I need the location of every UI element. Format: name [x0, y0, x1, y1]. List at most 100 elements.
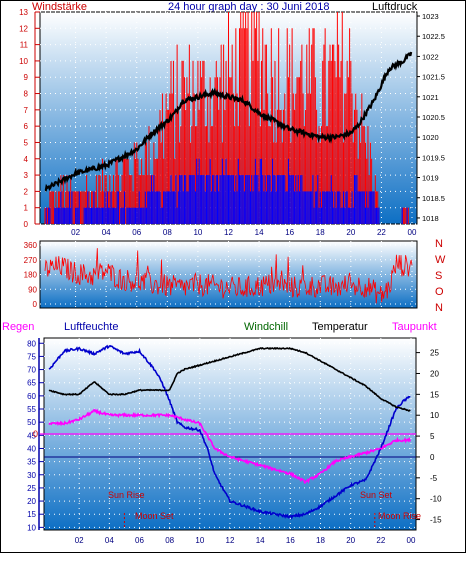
- temp-tick-label: 15: [430, 390, 439, 399]
- time-tick-label: 04: [105, 536, 114, 545]
- wind-tick-label: 7: [24, 106, 29, 115]
- wind-tick-label: 1: [24, 204, 29, 213]
- temp-tick-label: -10: [430, 495, 442, 504]
- temperatur-label: Temperatur: [312, 321, 368, 333]
- time-tick-label: 06: [132, 228, 141, 237]
- humidity-tick-label: 15: [27, 510, 36, 519]
- regen-zero-label: 0: [33, 429, 38, 439]
- humidity-yaxis: 10 15 20 25 30 35 40 45 50 55 60 65 70 75 80: [27, 338, 44, 532]
- humidity-tick-label: 30: [27, 471, 36, 480]
- wind-tick-label: 6: [24, 122, 29, 131]
- wind-tick-label: 3: [24, 171, 29, 180]
- astro-annotations: Sun Rise Moon Set Sun Set Moon Rise 0: [33, 429, 421, 527]
- pressure-tick-label: 1018.5: [422, 194, 445, 203]
- panel3-xaxis: 02 04 06 08 10 12 14 16 18 20 22 00: [75, 536, 416, 545]
- temp-tick-label: 5: [430, 432, 435, 441]
- time-tick-label: 22: [377, 228, 386, 237]
- time-tick-label: 20: [346, 228, 355, 237]
- humidity-tick-label: 35: [27, 458, 36, 467]
- pressure-tick-label: 1019: [422, 174, 439, 183]
- time-tick-label: 14: [256, 536, 265, 545]
- humidity-tick-label: 20: [27, 497, 36, 506]
- sun-set-label: Sun Set: [360, 490, 393, 500]
- dewpoint-series: [48, 408, 411, 484]
- direction-tick-label: 180: [24, 271, 38, 280]
- humidity-series: [48, 344, 411, 520]
- moon-set-label: Moon Set: [135, 511, 174, 521]
- direction-line: [44, 248, 413, 304]
- time-tick-label: 22: [376, 536, 385, 545]
- pressure-tick-label: 1021.5: [422, 73, 445, 82]
- time-tick-label: 20: [346, 536, 355, 545]
- humidity-tick-label: 45: [27, 431, 36, 440]
- panel1-xaxis: 02 04 06 08 10 12 14 16 18 20 22 00: [71, 228, 417, 237]
- humidity-tick-label: 70: [27, 366, 36, 375]
- time-tick-label: 16: [285, 228, 294, 237]
- temp-tick-label: 10: [430, 411, 439, 420]
- wind-tick-label: 13: [19, 8, 28, 17]
- time-tick-label: 16: [286, 536, 295, 545]
- humidity-tick-label: 75: [27, 352, 36, 361]
- time-tick-label: 12: [226, 536, 235, 545]
- time-tick-label: 00: [408, 228, 417, 237]
- direction-tick-label: 0: [33, 300, 38, 309]
- windstaerke-label: Windstärke: [32, 1, 87, 13]
- humidity-tick-label: 65: [27, 379, 36, 388]
- time-tick-label: 06: [135, 536, 144, 545]
- pressure-tick-label: 1021: [422, 93, 439, 102]
- time-tick-label: 12: [224, 228, 233, 237]
- time-tick-label: 00: [407, 536, 416, 545]
- temperature-yaxis: -15 -10 -5 0 5 10 15 20 25: [416, 349, 442, 525]
- temperature-series: [48, 346, 411, 412]
- humidity-tick-label: 50: [27, 418, 36, 427]
- pressure-tick-label: 1020: [422, 133, 439, 142]
- pressure-tick-label: 1022.5: [422, 32, 445, 41]
- time-tick-label: 08: [163, 228, 172, 237]
- temp-tick-label: -15: [430, 516, 442, 525]
- pressure-line: [44, 51, 413, 192]
- direction-series: [44, 248, 413, 304]
- humidity-tick-label: 60: [27, 392, 36, 401]
- temp-tick-label: -5: [430, 474, 438, 483]
- luftdruck-label: Luftdruck: [372, 1, 418, 13]
- direction-yaxis: 0 90 180 270 360: [24, 241, 38, 309]
- panel3-lines: [48, 344, 411, 520]
- direction-tick-label: 90: [28, 285, 37, 294]
- time-tick-label: 08: [165, 536, 174, 545]
- pressure-tick-label: 1022: [422, 52, 439, 61]
- moon-rise-label: Moon Rise: [378, 511, 421, 521]
- compass-label: N: [435, 238, 443, 250]
- wind-tick-label: 2: [24, 187, 29, 196]
- windchill-label: Windchill: [244, 321, 288, 333]
- pressure-tick-label: 1020.5: [422, 113, 445, 122]
- time-tick-label: 10: [193, 228, 202, 237]
- wind-tick-label: 8: [24, 90, 29, 99]
- time-tick-label: 10: [195, 536, 204, 545]
- sun-rise-label: Sun Rise: [108, 490, 145, 500]
- humidity-tick-label: 80: [27, 339, 36, 348]
- wind-tick-label: 9: [24, 73, 29, 82]
- humidity-tick-label: 40: [27, 444, 36, 453]
- time-tick-label: 02: [75, 536, 84, 545]
- pressure-series: [44, 51, 413, 192]
- time-tick-label: 18: [316, 228, 325, 237]
- temp-tick-label: 20: [430, 369, 439, 378]
- compass-label: O: [435, 286, 444, 298]
- luftfeuchte-label: Luftfeuchte: [64, 321, 118, 333]
- time-tick-label: 04: [102, 228, 111, 237]
- wind-tick-label: 12: [19, 24, 28, 33]
- pressure-yaxis: 1018 1018.5 1019 1019.5 1020 1020.5 1021 1021.5…: [417, 12, 445, 223]
- wind-bars: [44, 12, 409, 224]
- wind-tick-label: 0: [24, 220, 29, 229]
- temp-tick-label: 25: [430, 349, 439, 358]
- panel3-grid: [40, 338, 416, 530]
- temp-tick-label: 0: [430, 453, 435, 462]
- compass-label: N: [435, 302, 443, 314]
- wind-tick-label: 10: [19, 57, 28, 66]
